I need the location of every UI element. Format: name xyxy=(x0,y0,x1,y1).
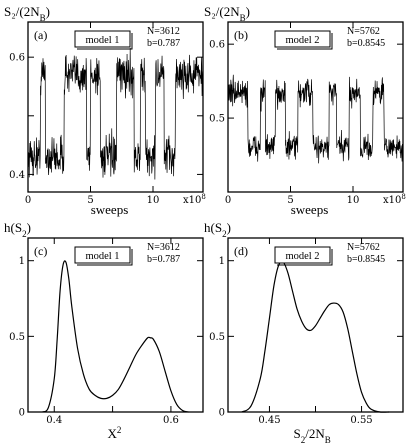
x-tick-label: 10 xyxy=(147,195,160,206)
histogram-curve xyxy=(42,260,189,413)
label-part: 2 xyxy=(117,425,122,435)
panel-letter: (c) xyxy=(34,244,47,258)
label-part: 8 xyxy=(401,193,405,201)
x-tick-label: 5 xyxy=(87,195,93,206)
model-box-shadow xyxy=(77,249,133,266)
panel-letter: (d) xyxy=(234,244,248,258)
label-part: 2 xyxy=(222,229,227,239)
y-tick-label: 0.5 xyxy=(209,332,225,343)
info-n: N=5762 xyxy=(347,242,380,253)
model-box-shadow xyxy=(277,33,333,50)
info-b: b=0.8545 xyxy=(347,254,385,265)
label-part: h(S xyxy=(204,220,222,235)
series-trace xyxy=(227,74,404,164)
x-multiplier: x108 xyxy=(183,193,206,206)
label-part: x10 xyxy=(183,195,201,206)
x-tick-label: 10 xyxy=(347,195,360,206)
info-b: b=0.8545 xyxy=(347,38,385,49)
model-box xyxy=(274,246,331,264)
label-part: S₂/(2N xyxy=(204,4,240,19)
info-n: N=3612 xyxy=(147,242,180,253)
y-tick-label: 0 xyxy=(19,408,25,419)
panel-letter: (a) xyxy=(34,28,47,42)
model-label: model 1 xyxy=(85,35,119,46)
model-label: model 2 xyxy=(285,251,319,262)
info-n: N=3612 xyxy=(147,26,180,37)
model-box-shadow xyxy=(277,249,333,266)
y-tick-label: 0.5 xyxy=(209,114,225,125)
label-part: B xyxy=(325,435,331,445)
x-axis-label: X2 xyxy=(108,425,122,441)
label-part: /2N xyxy=(305,426,325,441)
x-axis-label: S2/2NB xyxy=(294,426,331,445)
y-tick-label: 0.4 xyxy=(9,170,25,181)
label-part: S xyxy=(294,426,301,441)
y-tick-label: 1 xyxy=(19,256,25,267)
plot-frame xyxy=(27,21,204,193)
x-tick-label: 5 xyxy=(287,195,293,206)
label-part: ) xyxy=(27,220,31,235)
label-part: 2 xyxy=(301,435,306,445)
model-box xyxy=(74,246,131,264)
label-part: 2 xyxy=(22,229,27,239)
model-box xyxy=(74,30,131,48)
info-n: N=5762 xyxy=(347,26,380,37)
label-part: X xyxy=(108,426,118,441)
label-part: ) xyxy=(46,4,50,19)
label-part: ) xyxy=(246,4,250,19)
label-part: S₂/(2N xyxy=(4,4,40,19)
x-axis-label: sweeps xyxy=(291,202,329,217)
label-part: B xyxy=(240,13,246,23)
y-axis-label: h(S2) xyxy=(204,220,231,239)
y-tick-label: 0.6 xyxy=(209,40,225,51)
plot-frame xyxy=(27,237,204,413)
label-part: x10 xyxy=(383,195,401,206)
y-tick-label: 0.6 xyxy=(9,53,25,64)
panel-c: 0.4 0.600.51(c) model 1N=3612b=0.787h(S2)X… xyxy=(4,220,204,441)
panel-letter: (b) xyxy=(234,28,248,42)
x-tick-label: 0.55 xyxy=(350,415,372,426)
y-tick-label: 0 xyxy=(219,408,225,419)
y-tick-label: 0.5 xyxy=(9,332,25,343)
label-part: ) xyxy=(227,220,231,235)
series-trace xyxy=(27,48,204,180)
x-axis-label: sweeps xyxy=(91,202,129,217)
model-box-shadow xyxy=(77,33,133,50)
histogram-curve xyxy=(241,261,390,413)
y-axis-label: S₂/(2NB) xyxy=(4,4,50,23)
x-multiplier: x108 xyxy=(383,193,406,206)
info-b: b=0.787 xyxy=(147,38,180,49)
x-tick-label: 0.45 xyxy=(258,415,280,426)
y-axis-label: S₂/(2NB) xyxy=(204,4,250,23)
y-axis-label: h(S2) xyxy=(4,220,31,239)
y-tick-label: 1 xyxy=(219,256,225,267)
x-tick-label: 0.4 xyxy=(46,415,62,426)
model-box xyxy=(274,30,331,48)
info-b: b=0.787 xyxy=(147,254,180,265)
model-label: model 1 xyxy=(85,251,119,262)
model-label: model 2 xyxy=(285,35,319,46)
label-part: 8 xyxy=(201,193,205,201)
x-tick-label: 0.6 xyxy=(163,415,179,426)
plot-frame xyxy=(227,21,404,193)
x-tick-label: 0 xyxy=(225,195,231,206)
label-part: h(S xyxy=(4,220,22,235)
x-tick-label: 0 xyxy=(25,195,31,206)
label-part: B xyxy=(40,13,46,23)
